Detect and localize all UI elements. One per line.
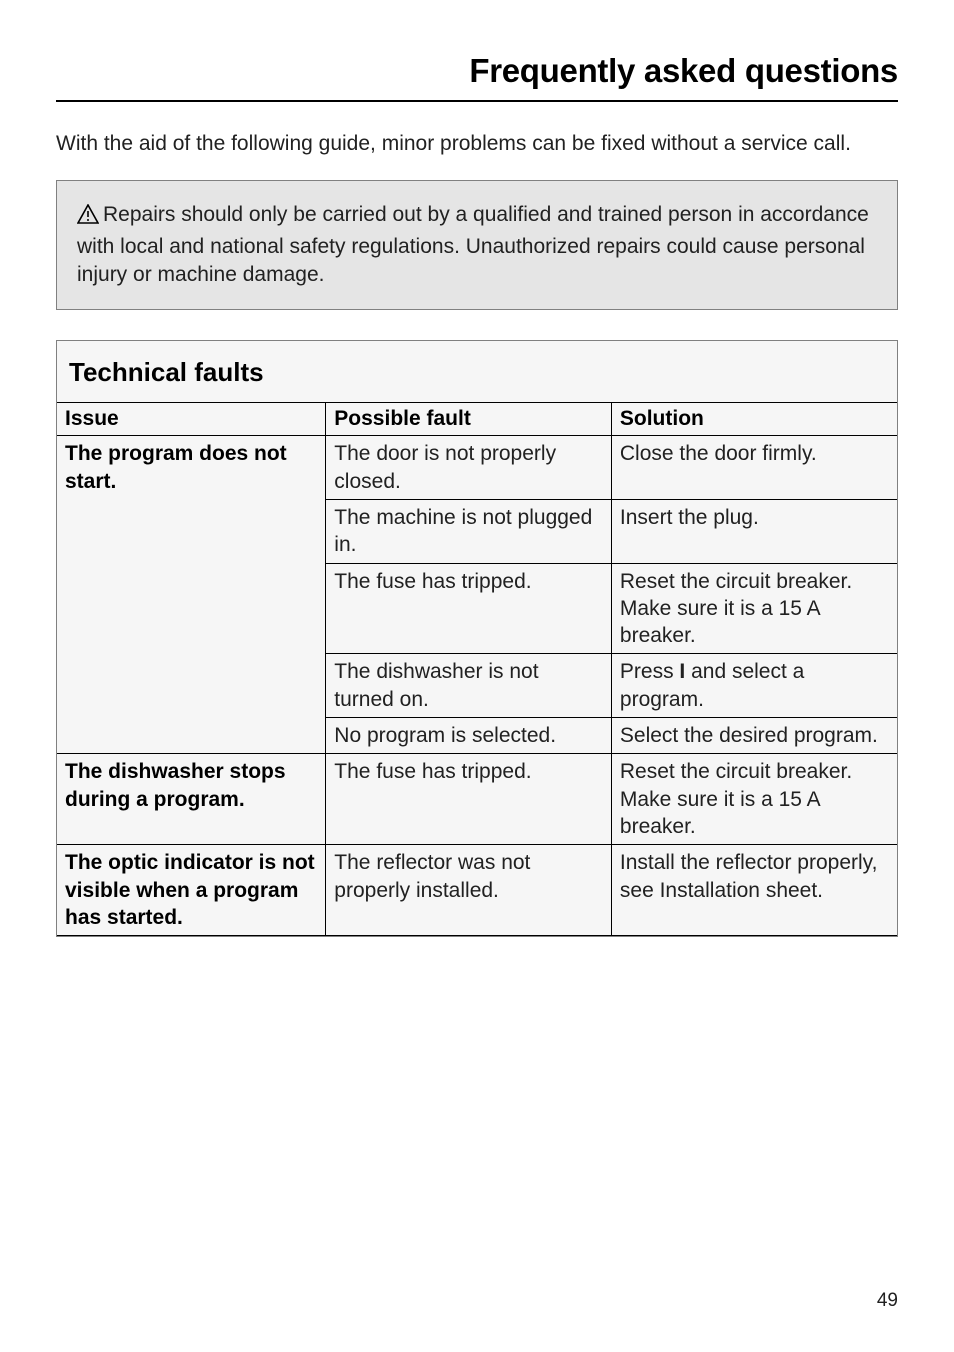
table-header-row: Issue Possible fault Solution (57, 403, 897, 436)
cell-solution: Install the reflector properly, see Inst… (611, 845, 897, 936)
cell-fault: The door is not properly closed. (326, 436, 612, 500)
header-fault: Possible fault (326, 403, 612, 436)
technical-faults-section: Technical faults Issue Possible fault So… (56, 340, 898, 937)
header-solution: Solution (611, 403, 897, 436)
cell-solution: Close the door firmly. (611, 436, 897, 500)
header-issue: Issue (57, 403, 326, 436)
warning-icon (77, 204, 99, 232)
cell-solution: Reset the circuit breaker. Make sure it … (611, 754, 897, 845)
cell-fault: The reflector was not properly installed… (326, 845, 612, 936)
cell-issue: The dishwasher stops during a program. (57, 754, 326, 845)
table-row: The optic indicator is not visible when … (57, 845, 897, 936)
page-number: 49 (877, 1290, 898, 1312)
cell-issue: The program does not start. (57, 436, 326, 754)
faults-table: Issue Possible fault Solution The progra… (57, 402, 897, 936)
cell-fault: The dishwasher is not turned on. (326, 654, 612, 718)
cell-fault: The fuse has tripped. (326, 563, 612, 654)
cell-fault: No program is selected. (326, 718, 612, 754)
section-heading: Technical faults (57, 341, 897, 402)
warning-box: Repairs should only be carried out by a … (56, 180, 898, 310)
cell-issue: The optic indicator is not visible when … (57, 845, 326, 936)
title-rule (56, 100, 898, 102)
cell-solution: Select the desired program. (611, 718, 897, 754)
warning-body: Repairs should only be carried out by a … (77, 203, 869, 286)
cell-fault: The machine is not plugged in. (326, 499, 612, 563)
cell-fault: The fuse has tripped. (326, 754, 612, 845)
table-row: The program does not start. The door is … (57, 436, 897, 500)
table-row: The dishwasher stops during a program. T… (57, 754, 897, 845)
intro-text: With the aid of the following guide, min… (56, 130, 898, 158)
page-title: Frequently asked questions (56, 52, 898, 100)
cell-solution: Insert the plug. (611, 499, 897, 563)
cell-solution: Reset the circuit breaker. Make sure it … (611, 563, 897, 654)
cell-solution: Press I and select a program. (611, 654, 897, 718)
warning-text: Repairs should only be carried out by a … (77, 201, 877, 289)
